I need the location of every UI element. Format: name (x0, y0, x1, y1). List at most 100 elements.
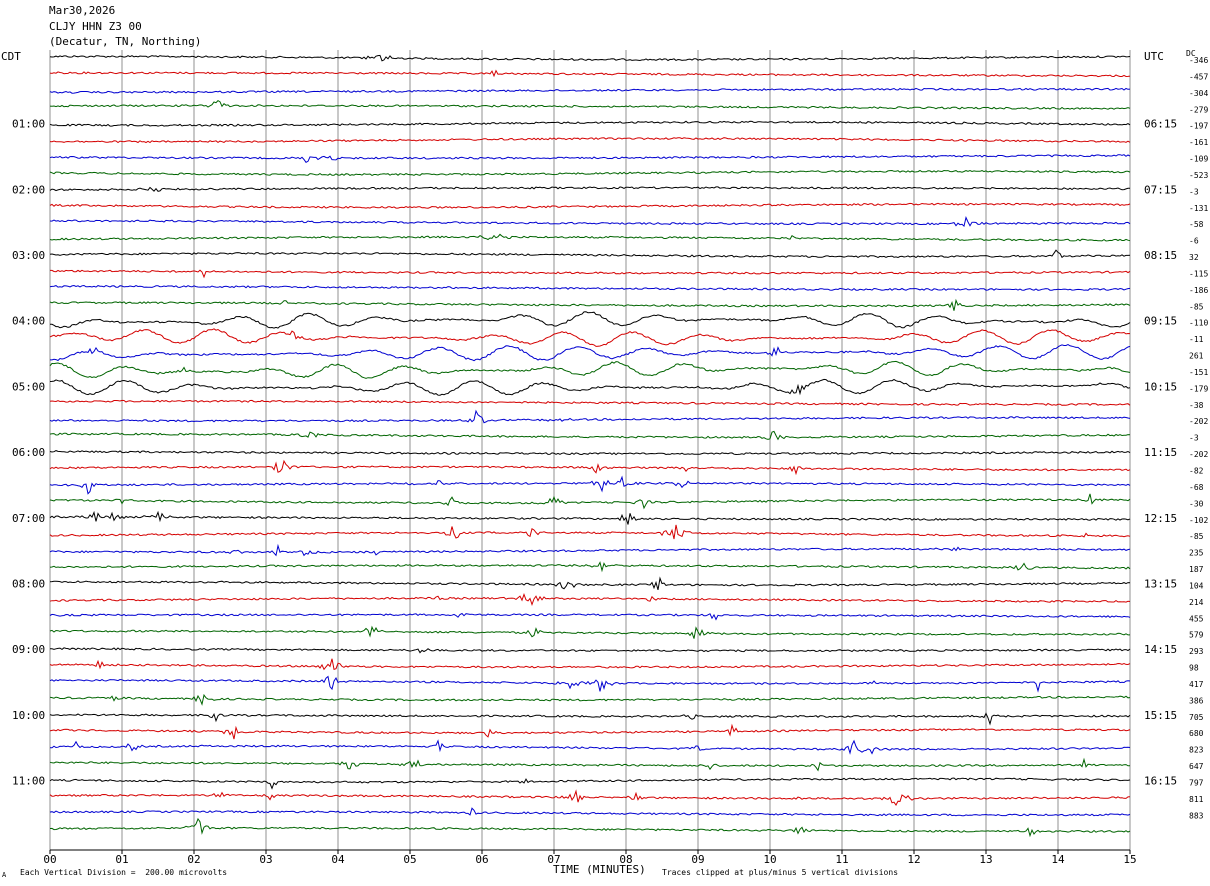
dc-offset-label: -151 (1189, 368, 1208, 377)
dc-offset-label: -346 (1189, 56, 1208, 65)
x-tick-label: 04 (331, 853, 345, 866)
x-tick-label: 06 (475, 853, 488, 866)
dc-offset-label: -85 (1189, 532, 1204, 541)
trace-48 (49, 817, 1131, 838)
trace-5 (49, 120, 1131, 127)
left-hour-label: 10:00 (12, 709, 45, 722)
dc-offset-label: -115 (1189, 269, 1208, 278)
dc-offset-label: 32 (1189, 253, 1199, 262)
trace-26 (49, 459, 1131, 476)
x-tick-label: 15 (1123, 853, 1136, 866)
right-hour-label: 13:15 (1144, 577, 1177, 590)
dc-offset-label: -161 (1189, 138, 1208, 147)
right-hour-label: 07:15 (1144, 183, 1177, 196)
left-timezone-label: CDT (1, 50, 21, 63)
x-tick-label: 01 (115, 853, 128, 866)
x-axis-title: TIME (MINUTES) (553, 863, 646, 876)
trace-43 (49, 739, 1131, 755)
dc-label: DC (1186, 49, 1196, 58)
seismic-traces (49, 54, 1131, 838)
dc-offset-label: -3 (1189, 434, 1199, 443)
left-hour-label: 09:00 (12, 643, 45, 656)
x-tick-label: 02 (187, 853, 200, 866)
trace-21 (49, 378, 1131, 396)
dc-offset-label: 823 (1189, 746, 1204, 755)
trace-27 (49, 475, 1131, 495)
left-hour-label: 02:00 (12, 183, 45, 196)
trace-33 (49, 576, 1131, 591)
trace-20 (49, 360, 1131, 379)
dc-offset-label: 293 (1189, 647, 1204, 656)
left-hour-label: 11:00 (12, 774, 45, 787)
left-hour-label: 08:00 (12, 577, 45, 590)
dc-offset-label: -102 (1189, 516, 1208, 525)
header-location: (Decatur, TN, Northing) (49, 35, 202, 48)
dc-offset-label: -38 (1189, 401, 1204, 410)
trace-14 (50, 269, 1131, 279)
right-hour-label: 15:15 (1144, 709, 1177, 722)
dc-offset-label: 811 (1189, 795, 1204, 804)
dc-offset-label: -85 (1189, 302, 1204, 311)
trace-40 (49, 693, 1131, 706)
dc-offset-label: -523 (1189, 171, 1208, 180)
x-tick-label: 13 (979, 853, 992, 866)
trace-29 (49, 510, 1131, 525)
dc-offset-label: 883 (1189, 811, 1204, 820)
trace-23 (49, 409, 1131, 424)
dc-offset-label: 680 (1189, 729, 1204, 738)
trace-13 (49, 249, 1131, 259)
trace-3 (49, 87, 1131, 94)
axis-labels: 00 01 02 03 04 05 06 07 08 09 10 11 12 13 14 15 -346 -457… (12, 56, 1208, 866)
vertical-gridlines (49, 50, 1131, 851)
trace-46 (49, 789, 1131, 806)
dc-offset-label: -179 (1189, 384, 1208, 393)
trace-19 (50, 344, 1131, 362)
x-tick-label: 03 (259, 853, 272, 866)
trace-7 (49, 154, 1131, 163)
dc-offset-label: -131 (1189, 204, 1208, 213)
x-tick-label: 07 (547, 853, 560, 866)
trace-8 (49, 169, 1131, 176)
right-hour-label: 09:15 (1144, 315, 1177, 328)
footer-mark: A (2, 871, 7, 879)
trace-36 (49, 625, 1130, 639)
dc-offset-label: -279 (1189, 105, 1208, 114)
dc-offset-label: -110 (1189, 319, 1208, 328)
trace-44 (49, 757, 1130, 772)
trace-25 (49, 450, 1131, 456)
trace-47 (49, 807, 1131, 817)
trace-2 (49, 69, 1131, 78)
trace-16 (49, 298, 1131, 311)
trace-4 (49, 99, 1131, 110)
trace-45 (49, 777, 1131, 790)
dc-offset-label: 647 (1189, 762, 1204, 771)
left-hour-label: 07:00 (12, 512, 45, 525)
dc-offset-label: -186 (1189, 286, 1208, 295)
trace-1 (49, 54, 1131, 62)
dc-offset-label: -304 (1189, 89, 1208, 98)
dc-offset-label: 705 (1189, 713, 1204, 722)
dc-offset-label: -58 (1189, 220, 1204, 229)
dc-offset-label: 261 (1189, 352, 1204, 361)
scale-note: Each Vertical Division = 200.00 microvol… (20, 868, 228, 877)
right-timezone-label: UTC (1144, 50, 1164, 63)
dc-offset-label: -109 (1189, 155, 1208, 164)
trace-15 (49, 284, 1131, 291)
dc-offset-label: 417 (1189, 680, 1204, 689)
trace-10 (49, 202, 1131, 209)
trace-38 (49, 658, 1131, 671)
dc-offset-label: -6 (1189, 237, 1199, 246)
right-hour-label: 10:15 (1144, 380, 1177, 393)
x-tick-label: 00 (43, 853, 56, 866)
right-hour-label: 08:15 (1144, 249, 1177, 262)
left-hour-label: 06:00 (12, 446, 45, 459)
dc-offset-label: 104 (1189, 581, 1204, 590)
x-tick-label: 12 (907, 853, 920, 866)
x-tick-label: 09 (691, 853, 704, 866)
x-tick-label: 11 (835, 853, 848, 866)
trace-35 (49, 612, 1131, 621)
trace-39 (49, 675, 1131, 693)
header-station: CLJY HHN Z3 00 (49, 20, 142, 33)
dc-offset-label: 187 (1189, 565, 1204, 574)
dc-offset-label: 797 (1189, 778, 1204, 787)
